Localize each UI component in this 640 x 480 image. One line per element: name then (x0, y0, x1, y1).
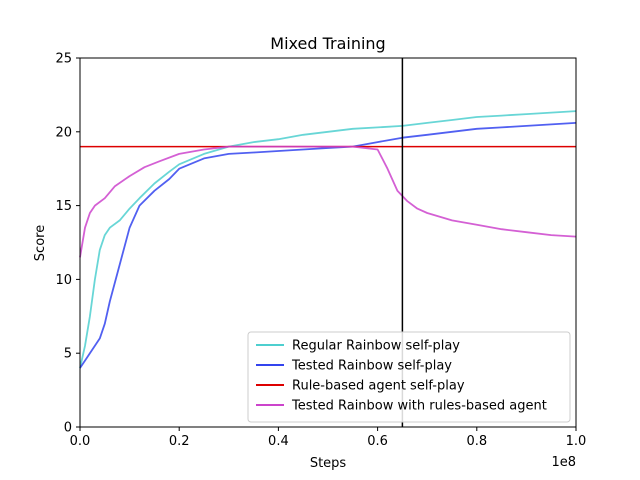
legend-entry-3: Tested Rainbow with rules-based agent (291, 399, 547, 414)
x-tick-label: 1.0 (566, 434, 587, 449)
y-axis-label: Score (33, 225, 48, 261)
y-tick-label: 0 (64, 421, 72, 436)
series-line-3 (79, 145, 577, 258)
legend-entry-2: Rule-based agent self-play (292, 379, 465, 394)
y-tick-label: 25 (55, 52, 72, 67)
x-axis-label: Steps (310, 456, 347, 471)
y-tick-label: 5 (64, 347, 72, 362)
plot-area (79, 58, 577, 427)
legend-box (247, 331, 571, 423)
x-tick-label: 0.4 (268, 434, 289, 449)
axes-frame (79, 57, 577, 428)
y-tick-label: 10 (55, 273, 72, 288)
x-tick-label: 0.2 (169, 434, 190, 449)
x-offset-label: 1e8 (551, 455, 576, 470)
legend-entry-1: Tested Rainbow self-play (291, 359, 452, 374)
x-tick-label: 0.6 (367, 434, 388, 449)
y-tick-label: 20 (55, 125, 72, 140)
legend: Regular Rainbow self-play Tested Rainbow … (247, 331, 571, 423)
x-tick-label: 0.8 (466, 434, 487, 449)
x-tick-label: 0.0 (70, 434, 91, 449)
chart-title: Mixed Training (270, 34, 385, 53)
y-tick-label: 15 (55, 199, 72, 214)
axes: 0.0 0.2 0.4 0.6 0.8 1.0 0 5 10 15 20 25 (55, 52, 586, 450)
legend-entry-0: Regular Rainbow self-play (292, 339, 460, 354)
series-line-1 (79, 122, 577, 369)
